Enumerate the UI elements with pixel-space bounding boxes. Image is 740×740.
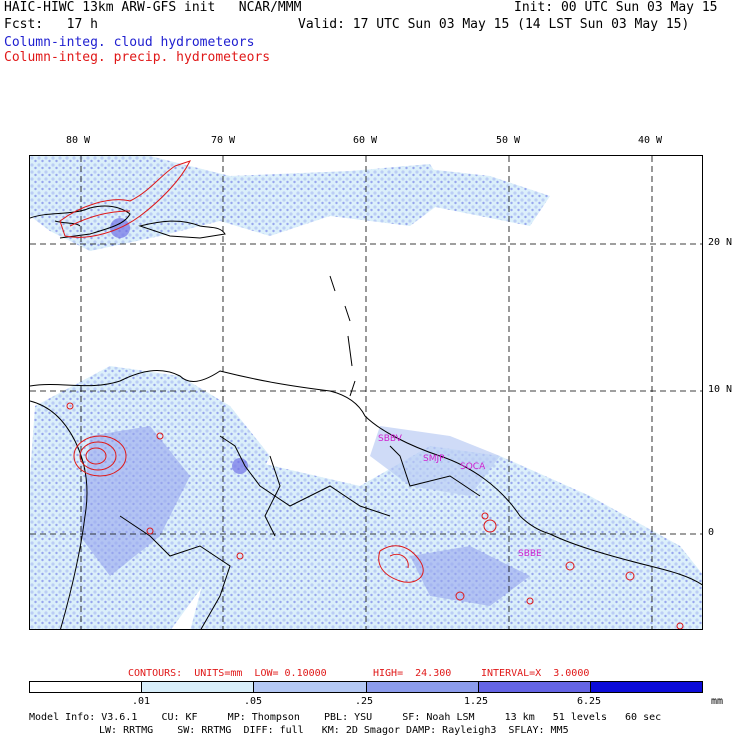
valid-time: Valid: 17 UTC Sun 03 May 15 (14 LST Sun … xyxy=(298,17,690,32)
contours-info: CONTOURS: UNITS=mm LOW= 0.10000 xyxy=(128,668,327,679)
legend-precip-hydrometeors: Column-integ. precip. hydrometeors xyxy=(4,50,271,65)
colorbar xyxy=(29,681,703,693)
lon-label-40w: 40 W xyxy=(638,135,663,146)
station-sbbe: SBBE xyxy=(518,549,542,559)
precip-contours xyxy=(59,160,684,629)
lat-label-0: 0 xyxy=(708,527,715,538)
colorbar-bin xyxy=(590,682,703,692)
lat-label-10n: 10 N xyxy=(708,384,733,395)
lon-label-50w: 50 W xyxy=(496,135,521,146)
map-canvas: SBBV SMJP SOCA SBBE xyxy=(30,156,702,629)
station-soca: SOCA xyxy=(460,462,486,472)
lon-label-80w: 80 W xyxy=(66,135,91,146)
lon-label-70w: 70 W xyxy=(211,135,236,146)
colorbar-bin xyxy=(30,682,143,692)
colorbar-bin xyxy=(478,682,591,692)
colorbar-bin xyxy=(142,682,255,692)
coastlines xyxy=(30,205,702,629)
colorbar-bin xyxy=(366,682,479,692)
legend-cloud-hydrometeors: Column-integ. cloud hydrometeors xyxy=(4,35,255,50)
model-title: HAIC-HIWC 13km ARW-GFS init NCAR/MMM xyxy=(4,0,302,15)
colorbar-tick: 1.25 xyxy=(464,696,489,707)
colorbar-tick: 6.25 xyxy=(577,696,602,707)
lon-label-60w: 60 W xyxy=(353,135,378,146)
station-sbbv: SBBV xyxy=(378,434,403,444)
contours-high: HIGH= 24.300 xyxy=(373,668,452,679)
colorbar-units: mm xyxy=(711,696,724,707)
init-time: Init: 00 UTC Sun 03 May 15 xyxy=(514,0,718,15)
contours-interval: INTERVAL=X 3.0000 xyxy=(481,668,590,679)
model-info-line1: Model Info: V3.6.1 CU: KF MP: Thompson P… xyxy=(29,712,662,723)
model-info-line2: LW: RRTMG SW: RRTMG DIFF: full KM: 2D Sm… xyxy=(99,725,569,736)
map-panel: SBBV SMJP SOCA SBBE xyxy=(29,155,703,630)
colorbar-tick: .25 xyxy=(355,696,374,707)
colorbar-tick: .05 xyxy=(244,696,263,707)
graticule xyxy=(30,156,702,629)
colorbar-bin xyxy=(254,682,367,692)
lat-label-20n: 20 N xyxy=(708,237,733,248)
cloud-shading xyxy=(30,156,702,629)
station-smjp: SMJP xyxy=(423,454,445,464)
colorbar-tick: .01 xyxy=(132,696,151,707)
forecast-hour: Fcst: 17 h xyxy=(4,17,98,32)
